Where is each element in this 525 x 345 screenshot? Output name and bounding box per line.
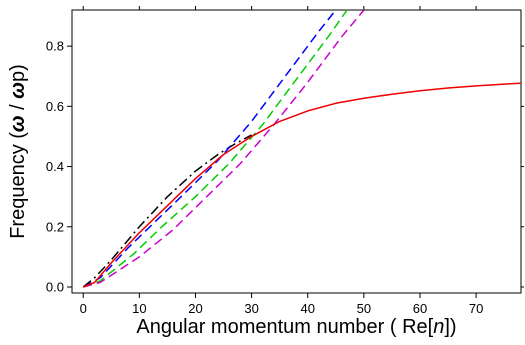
series-group — [82, 9, 522, 288]
y-axis-label-prefix: Frequency ( — [7, 132, 29, 239]
x-tick-label: 30 — [244, 301, 258, 316]
plot-frame — [71, 9, 522, 294]
series-line-1 — [82, 134, 252, 288]
series-line-2 — [82, 9, 337, 288]
y-tick-label: 0.2 — [46, 219, 64, 234]
y-tick-label: 0.6 — [46, 99, 64, 114]
y-axis-label-slash: / — [7, 99, 29, 116]
x-tick-label: 10 — [132, 301, 146, 316]
x-tick-label: 60 — [413, 301, 427, 316]
x-axis-label-prefix: Angular momentum number ( Re[ — [136, 316, 433, 338]
x-tick-label: 70 — [469, 301, 483, 316]
series-line-5 — [82, 82, 522, 288]
y-tick-label: 0.4 — [46, 159, 64, 174]
y-axis-label-omega-p: ω — [7, 82, 29, 99]
y-axis-label-suffix: ) — [7, 64, 29, 71]
axis-ticks: 0 10 20 30 40 50 60 70 0.0 0.2 0.4 0.6 0.8 — [46, 6, 524, 316]
y-axis-label-omega: ω — [7, 115, 29, 132]
series-line-4 — [83, 9, 365, 288]
y-axis-label-p: p — [7, 71, 29, 82]
y-tick-label: 0.0 — [46, 279, 64, 294]
x-axis-label-suffix: ]) — [444, 316, 456, 338]
series-line-3 — [82, 9, 348, 288]
x-tick-label: 40 — [300, 301, 314, 316]
x-axis-label-variable: n — [433, 316, 444, 338]
x-tick-label: 50 — [357, 301, 371, 316]
x-tick-label: 0 — [80, 301, 87, 316]
x-tick-label: 20 — [188, 301, 202, 316]
y-tick-label: 0.8 — [46, 39, 64, 54]
y-axis-label: Frequency (ω / ωp) — [7, 64, 29, 239]
x-axis-label: Angular momentum number ( Re[n]) — [136, 316, 456, 338]
